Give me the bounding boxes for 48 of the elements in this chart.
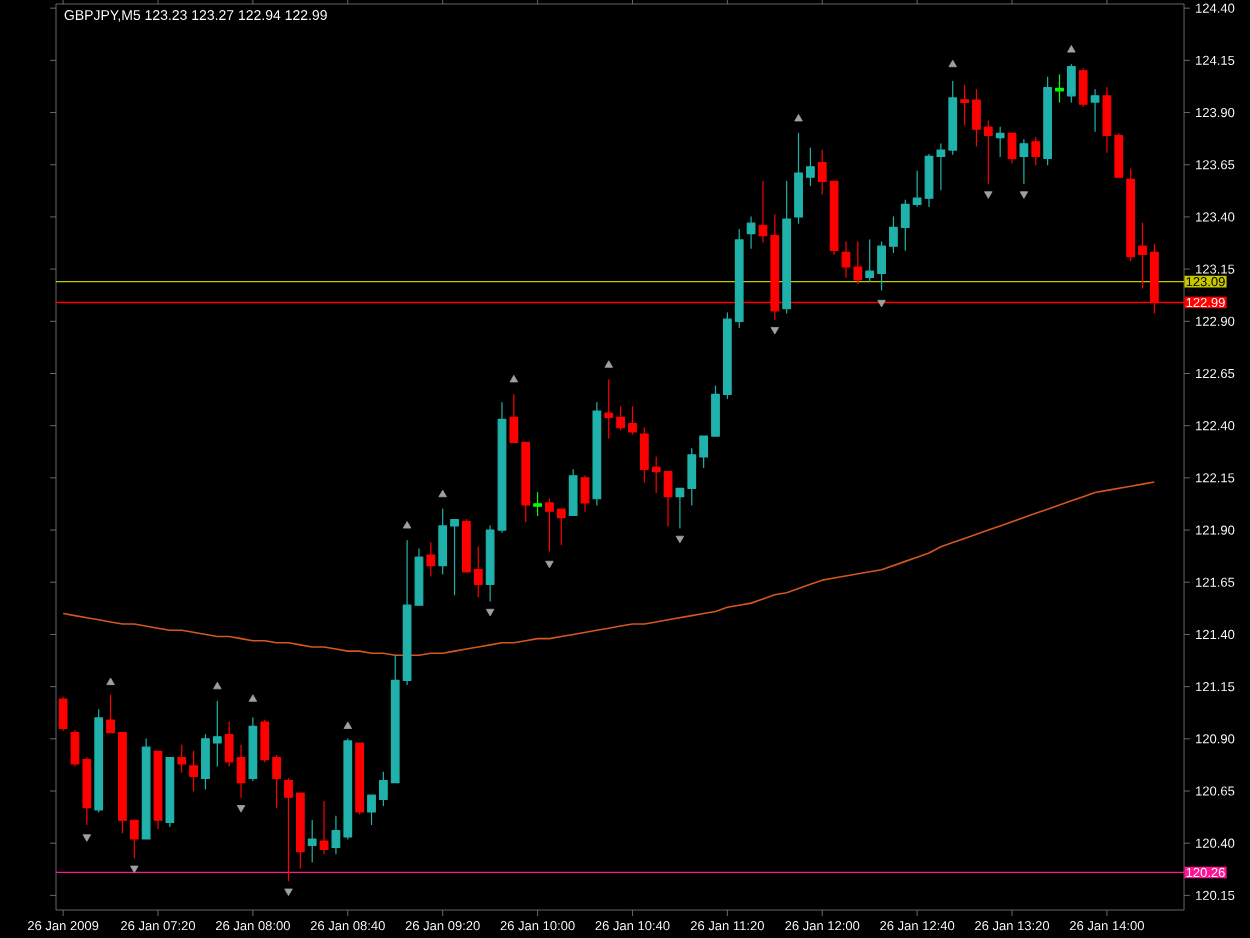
candlestick xyxy=(94,708,104,813)
point xyxy=(248,694,258,702)
candlestick xyxy=(1090,88,1100,132)
point xyxy=(877,299,886,308)
point xyxy=(984,191,993,199)
point xyxy=(82,834,92,842)
candlestick xyxy=(248,717,258,782)
point xyxy=(675,535,685,544)
candlestick xyxy=(426,541,436,577)
candlestick xyxy=(141,738,151,840)
candlestick xyxy=(533,491,542,517)
point xyxy=(545,560,554,569)
candlestick xyxy=(319,800,329,855)
candlestick xyxy=(1031,136,1041,166)
candlestick xyxy=(746,216,756,249)
candlestick xyxy=(1043,76,1053,166)
candlestick xyxy=(189,750,198,792)
point xyxy=(438,489,447,498)
candlestick xyxy=(592,402,602,506)
point xyxy=(794,114,803,122)
candlestick xyxy=(165,757,175,828)
point xyxy=(213,681,222,690)
point xyxy=(509,374,519,383)
point xyxy=(402,521,412,529)
point xyxy=(604,360,613,368)
point xyxy=(106,677,115,686)
point xyxy=(130,865,139,874)
point xyxy=(770,327,780,335)
candlestick xyxy=(568,468,578,517)
candlestick xyxy=(355,742,365,815)
point xyxy=(236,805,246,813)
candlestick xyxy=(1019,139,1029,185)
candlestick xyxy=(995,126,1005,157)
candlestick xyxy=(782,180,792,314)
candlestick xyxy=(58,696,68,732)
point xyxy=(948,59,957,68)
point xyxy=(343,721,352,729)
point xyxy=(485,608,495,617)
candlestick xyxy=(1007,132,1017,164)
candlestick xyxy=(177,744,187,773)
candlestick xyxy=(1066,63,1076,103)
candlestick xyxy=(1078,68,1088,107)
point xyxy=(284,888,293,897)
candlestick xyxy=(307,819,317,863)
point xyxy=(1019,191,1029,199)
candlestick xyxy=(153,750,163,830)
candlestick xyxy=(580,475,590,512)
point xyxy=(1067,45,1076,53)
